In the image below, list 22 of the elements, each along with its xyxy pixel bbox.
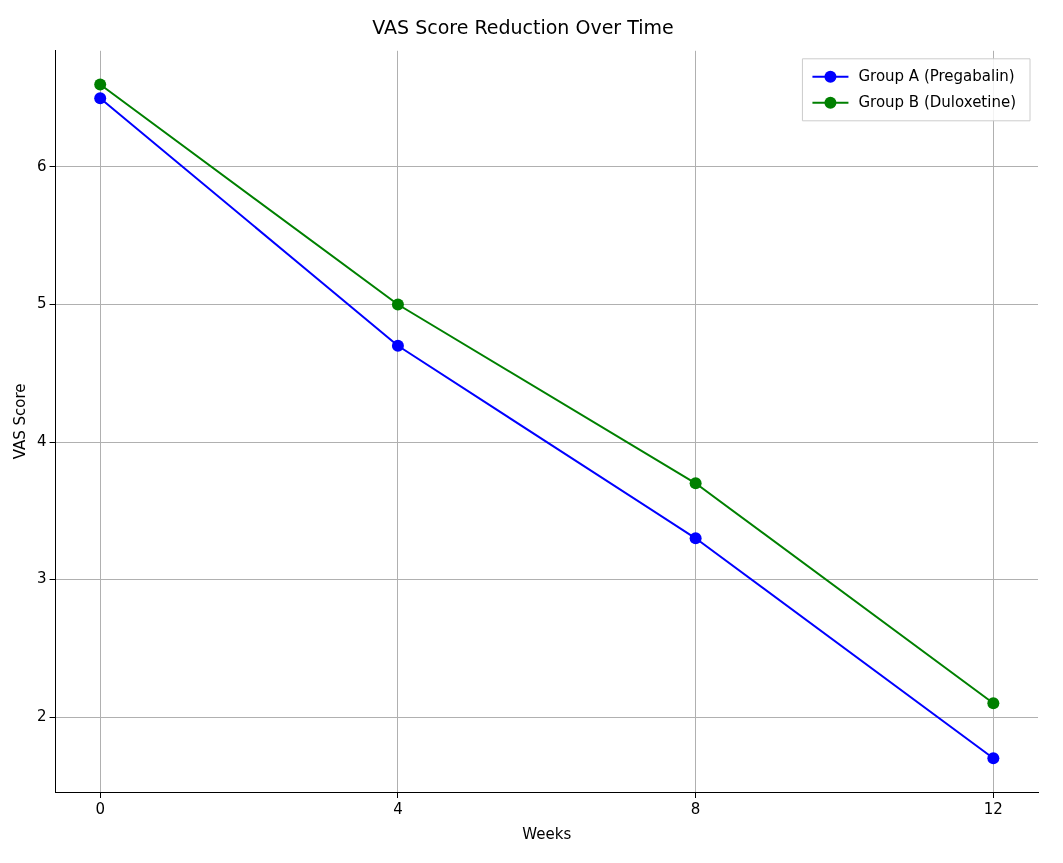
x-tick-label: 0 bbox=[95, 799, 105, 818]
point bbox=[689, 532, 702, 545]
point bbox=[94, 92, 107, 105]
y-tick-label: 4 bbox=[37, 431, 47, 450]
point bbox=[94, 78, 107, 91]
x-tick-label: 12 bbox=[983, 799, 1003, 818]
y-tick-label: 2 bbox=[37, 706, 47, 725]
point bbox=[689, 477, 702, 490]
point bbox=[987, 697, 1000, 710]
chart-title: VAS Score Reduction Over Time bbox=[372, 16, 674, 39]
point bbox=[987, 752, 1000, 765]
legend-label: Group A (Pregabalin) bbox=[858, 66, 1015, 85]
legend-label: Group B (Duloxetine) bbox=[858, 92, 1017, 111]
y-tick-label: 5 bbox=[37, 294, 47, 313]
y-axis-title: VAS Score bbox=[10, 383, 29, 460]
point bbox=[391, 298, 404, 311]
y-tick-label: 3 bbox=[37, 569, 47, 588]
x-axis-title: Weeks bbox=[522, 824, 572, 843]
x-tick-label: 8 bbox=[690, 799, 701, 818]
x-tick-label: 4 bbox=[393, 799, 403, 818]
y-tick-label: 6 bbox=[37, 156, 47, 175]
point bbox=[391, 339, 404, 352]
